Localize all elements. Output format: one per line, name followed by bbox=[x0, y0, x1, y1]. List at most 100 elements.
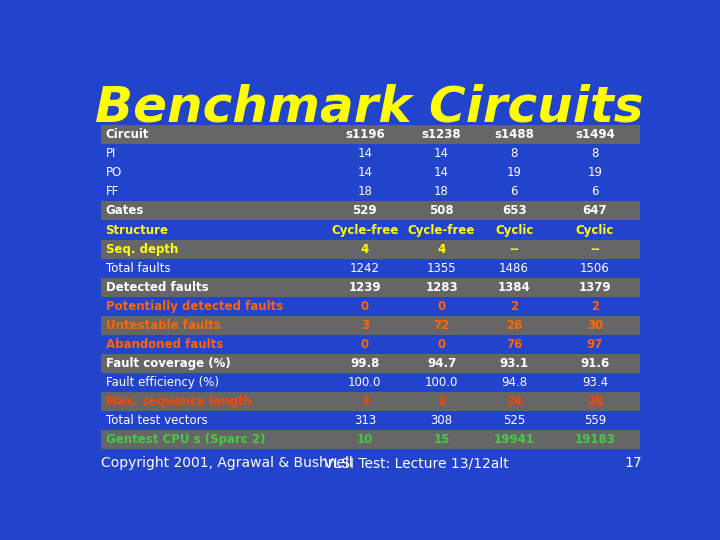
Text: 559: 559 bbox=[584, 414, 606, 427]
Text: s1238: s1238 bbox=[422, 128, 462, 141]
Text: 3: 3 bbox=[438, 395, 446, 408]
Text: 94.7: 94.7 bbox=[427, 357, 456, 370]
Text: s1494: s1494 bbox=[575, 128, 615, 141]
Text: 97: 97 bbox=[587, 338, 603, 351]
Text: 1355: 1355 bbox=[427, 262, 456, 275]
Bar bbox=[101, 144, 639, 163]
Text: Fault coverage (%): Fault coverage (%) bbox=[106, 357, 230, 370]
Text: 508: 508 bbox=[429, 205, 454, 218]
Text: 26: 26 bbox=[506, 319, 522, 332]
Text: Abandoned faults: Abandoned faults bbox=[106, 338, 223, 351]
Text: Benchmark Circuits: Benchmark Circuits bbox=[95, 84, 643, 132]
Text: PI: PI bbox=[106, 147, 116, 160]
Text: 2: 2 bbox=[591, 300, 599, 313]
Text: 1283: 1283 bbox=[426, 281, 458, 294]
Text: Structure: Structure bbox=[106, 224, 168, 237]
Text: 91.6: 91.6 bbox=[580, 357, 610, 370]
Text: Gentest CPU s (Sparc 2): Gentest CPU s (Sparc 2) bbox=[106, 434, 265, 447]
Text: 100.0: 100.0 bbox=[348, 376, 382, 389]
Text: 19183: 19183 bbox=[575, 434, 616, 447]
Text: Total test vectors: Total test vectors bbox=[106, 414, 207, 427]
Text: 30: 30 bbox=[587, 319, 603, 332]
Text: 1242: 1242 bbox=[350, 262, 380, 275]
Text: Cycle-free: Cycle-free bbox=[408, 224, 475, 237]
Bar bbox=[101, 163, 639, 183]
Text: 1384: 1384 bbox=[498, 281, 531, 294]
Text: Cyclic: Cyclic bbox=[495, 224, 534, 237]
Text: Seq. depth: Seq. depth bbox=[106, 242, 178, 255]
Text: 100.0: 100.0 bbox=[425, 376, 458, 389]
Text: 4: 4 bbox=[361, 242, 369, 255]
Bar bbox=[101, 220, 639, 240]
Bar bbox=[101, 392, 639, 411]
Text: Gates: Gates bbox=[106, 205, 144, 218]
Text: 19: 19 bbox=[588, 166, 603, 179]
Text: --: -- bbox=[509, 242, 519, 255]
Text: 94.8: 94.8 bbox=[501, 376, 527, 389]
Text: 18: 18 bbox=[357, 185, 372, 198]
Text: Fault efficiency (%): Fault efficiency (%) bbox=[106, 376, 219, 389]
Bar bbox=[101, 278, 639, 297]
Text: 10: 10 bbox=[356, 434, 373, 447]
Bar bbox=[101, 240, 639, 259]
Bar bbox=[101, 201, 639, 220]
Text: 14: 14 bbox=[357, 166, 372, 179]
Text: 99.8: 99.8 bbox=[350, 357, 379, 370]
Text: 24: 24 bbox=[506, 395, 522, 408]
Text: 0: 0 bbox=[361, 300, 369, 313]
Text: 308: 308 bbox=[431, 414, 453, 427]
Text: Untestable faults: Untestable faults bbox=[106, 319, 220, 332]
Bar bbox=[101, 373, 639, 392]
Text: s1196: s1196 bbox=[345, 128, 384, 141]
Text: 14: 14 bbox=[357, 147, 372, 160]
Text: Potentially detected faults: Potentially detected faults bbox=[106, 300, 283, 313]
Bar bbox=[101, 259, 639, 278]
Text: 0: 0 bbox=[361, 338, 369, 351]
Text: 529: 529 bbox=[353, 205, 377, 218]
Text: VLSI Test: Lecture 13/12alt: VLSI Test: Lecture 13/12alt bbox=[324, 456, 509, 470]
Text: 653: 653 bbox=[502, 205, 526, 218]
Text: 19941: 19941 bbox=[494, 434, 534, 447]
Bar bbox=[101, 335, 639, 354]
Text: 93.1: 93.1 bbox=[500, 357, 528, 370]
Text: 525: 525 bbox=[503, 414, 525, 427]
Text: 1506: 1506 bbox=[580, 262, 610, 275]
Text: 1486: 1486 bbox=[499, 262, 529, 275]
Bar bbox=[101, 430, 639, 449]
Text: 14: 14 bbox=[434, 166, 449, 179]
Bar bbox=[101, 316, 639, 335]
Bar bbox=[101, 183, 639, 201]
Text: 6: 6 bbox=[510, 185, 518, 198]
Text: Max. sequence length: Max. sequence length bbox=[106, 395, 251, 408]
Text: 72: 72 bbox=[433, 319, 450, 332]
Text: 6: 6 bbox=[591, 185, 599, 198]
Text: 1239: 1239 bbox=[348, 281, 381, 294]
Text: 8: 8 bbox=[591, 147, 598, 160]
Text: 76: 76 bbox=[506, 338, 522, 351]
Text: 19: 19 bbox=[507, 166, 521, 179]
Text: 313: 313 bbox=[354, 414, 376, 427]
Text: PO: PO bbox=[106, 166, 122, 179]
Text: 8: 8 bbox=[510, 147, 518, 160]
Text: 2: 2 bbox=[510, 300, 518, 313]
Text: Detected faults: Detected faults bbox=[106, 281, 208, 294]
Bar bbox=[101, 125, 639, 144]
Text: 14: 14 bbox=[434, 147, 449, 160]
Text: 4: 4 bbox=[438, 242, 446, 255]
Text: Cycle-free: Cycle-free bbox=[331, 224, 398, 237]
Text: 3: 3 bbox=[361, 395, 369, 408]
Bar bbox=[101, 297, 639, 316]
Text: 0: 0 bbox=[438, 300, 446, 313]
Text: Circuit: Circuit bbox=[106, 128, 149, 141]
Text: s1488: s1488 bbox=[494, 128, 534, 141]
Text: 18: 18 bbox=[434, 185, 449, 198]
Text: 3: 3 bbox=[361, 319, 369, 332]
Text: 647: 647 bbox=[582, 205, 607, 218]
Text: Copyright 2001, Agrawal & Bushnell: Copyright 2001, Agrawal & Bushnell bbox=[101, 456, 353, 470]
Bar bbox=[101, 354, 639, 373]
Text: Total faults: Total faults bbox=[106, 262, 170, 275]
Text: 15: 15 bbox=[433, 434, 450, 447]
Text: 1379: 1379 bbox=[579, 281, 611, 294]
Text: FF: FF bbox=[106, 185, 119, 198]
Text: 17: 17 bbox=[625, 456, 642, 470]
